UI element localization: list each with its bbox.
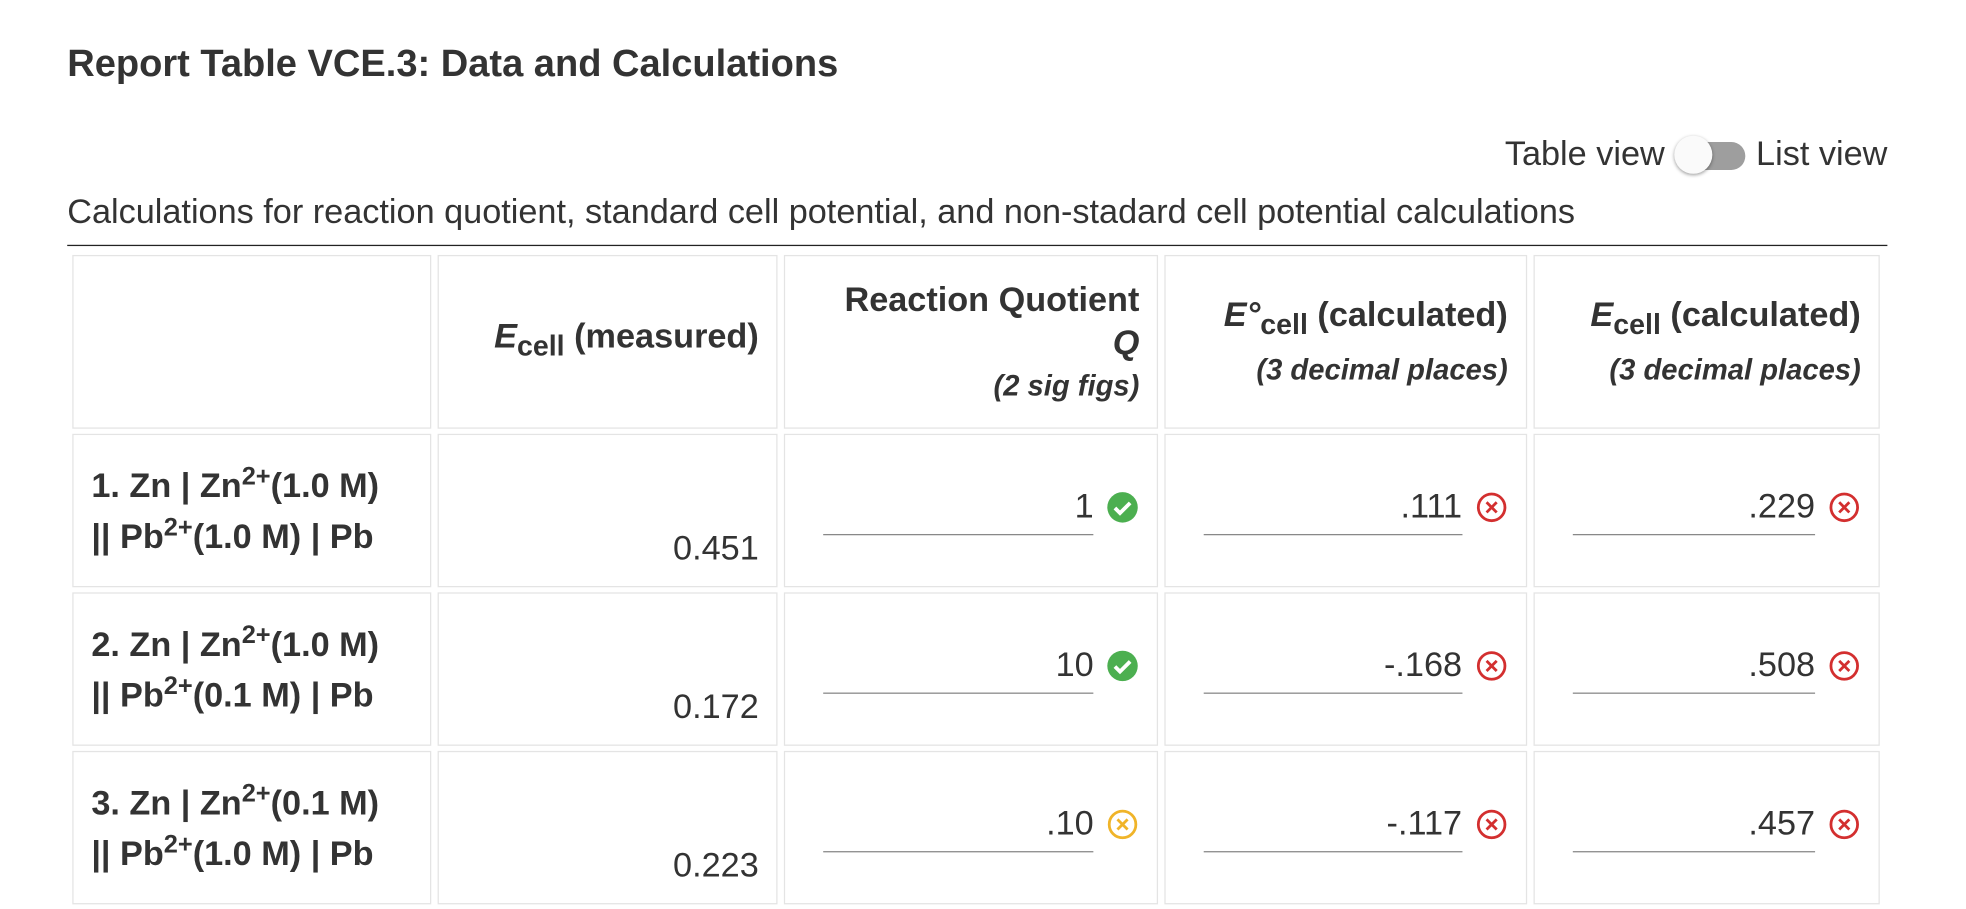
table-row: 3. Zn | Zn2+(0.1 M) || Pb2+(1.0 M) | Pb 0.…: [72, 750, 1880, 905]
page: Report Table VCE.3: Data and Calculation…: [67, 43, 1888, 905]
status-icon-incorrect: [1829, 651, 1859, 681]
input-cell: .229: [1533, 433, 1880, 588]
header-note: (3 decimal places): [1609, 352, 1861, 386]
charge: 2+: [241, 462, 271, 491]
header-subscript: cell: [1613, 309, 1661, 341]
input-cell: 10: [784, 592, 1159, 746]
answer-field[interactable]: 10: [823, 637, 1094, 694]
input-cell: 1: [784, 433, 1159, 588]
header-row: Ecell (measured) Reaction Quotient Q (2 sig…: [72, 254, 1880, 429]
input-cell: -.117: [1164, 750, 1527, 905]
answer-field[interactable]: .229: [1572, 478, 1816, 536]
input-cell: .10: [784, 750, 1159, 905]
status-icon-incorrect: [1476, 809, 1506, 840]
header-empty: [72, 254, 432, 429]
charge: 2+: [163, 830, 193, 859]
toggle-switch[interactable]: [1674, 135, 1746, 174]
column-header: Reaction Quotient Q (2 sig figs): [784, 254, 1159, 429]
header-text: Reaction Quotient: [844, 279, 1140, 318]
status-icon-partial: [1108, 809, 1138, 840]
table-caption: Calculations for reaction quotient, stan…: [67, 193, 1888, 247]
label-text: || Pb: [91, 516, 164, 555]
answer-field[interactable]: .457: [1572, 795, 1816, 853]
header-symbol: E: [1590, 295, 1614, 334]
table-row: 2. Zn | Zn2+(1.0 M) || Pb2+(0.1 M) | Pb 0.…: [72, 592, 1880, 746]
label-text: || Pb: [91, 675, 164, 714]
column-header: E°cell (calculated) (3 decimal places): [1164, 254, 1527, 429]
header-text: (calculated): [1317, 295, 1508, 334]
row-label: 3. Zn | Zn2+(0.1 M) || Pb2+(1.0 M) | Pb: [72, 750, 432, 905]
column-header: Ecell (calculated) (3 decimal places): [1533, 254, 1880, 429]
answer-field[interactable]: .111: [1204, 478, 1463, 536]
title: Report Table VCE.3: Data and Calculation…: [67, 43, 839, 85]
status-icon-correct: [1107, 492, 1139, 523]
charge: 2+: [163, 513, 193, 541]
label-text: (1.0 M): [270, 466, 380, 505]
toggle-left-label[interactable]: Table view: [1504, 134, 1665, 173]
header-note: (2 sig figs): [993, 368, 1140, 402]
answer-field[interactable]: -.168: [1204, 637, 1463, 694]
status-icon-correct: [1107, 650, 1139, 682]
label-text: (1.0 M) | Pb: [192, 833, 374, 873]
row-label: 2. Zn | Zn2+(1.0 M) || Pb2+(0.1 M) | Pb: [72, 592, 432, 746]
answer-field[interactable]: .508: [1572, 637, 1816, 694]
input-cell: -.168: [1164, 592, 1527, 746]
data-table: Ecell (measured) Reaction Quotient Q (2 sig…: [66, 250, 1886, 909]
input-cell: .111: [1164, 433, 1527, 588]
status-icon-incorrect: [1829, 492, 1859, 523]
status-icon-incorrect: [1476, 492, 1506, 523]
label-text: (0.1 M) | Pb: [192, 675, 374, 714]
column-header: Ecell (measured): [437, 254, 778, 429]
header-subscript: cell: [517, 330, 565, 363]
header-text: (calculated): [1670, 295, 1861, 334]
header-symbol: Q: [1112, 322, 1140, 361]
label-text: 3. Zn | Zn: [91, 783, 242, 822]
charge: 2+: [163, 671, 193, 700]
input-cell: .508: [1533, 592, 1880, 746]
label-text: 1. Zn | Zn: [91, 466, 242, 505]
charge: 2+: [241, 779, 271, 808]
header-symbol: E: [494, 317, 518, 356]
measured-value: 0.172: [437, 592, 778, 746]
view-toggle: Table view List view: [1504, 134, 1888, 174]
header-text: (measured): [574, 317, 759, 356]
charge: 2+: [241, 620, 271, 649]
label-text: (1.0 M): [270, 624, 380, 663]
table-row: 1. Zn | Zn2+(1.0 M) || Pb2+(1.0 M) | Pb 0.…: [72, 433, 1880, 588]
label-text: || Pb: [91, 833, 164, 873]
label-text: (1.0 M) | Pb: [192, 516, 374, 555]
answer-field[interactable]: -.117: [1204, 795, 1463, 853]
toggle-right-label[interactable]: List view: [1756, 134, 1888, 173]
header-note: (3 decimal places): [1256, 352, 1508, 386]
answer-field[interactable]: 1: [823, 478, 1094, 536]
status-icon-incorrect: [1476, 651, 1506, 681]
report: Report Table VCE.3: Data and Calculation…: [67, 43, 1888, 905]
row-label: 1. Zn | Zn2+(1.0 M) || Pb2+(1.0 M) | Pb: [72, 433, 432, 588]
input-cell: .457: [1533, 750, 1880, 905]
measured-value: 0.451: [437, 433, 778, 588]
label-text: (0.1 M): [270, 783, 380, 822]
label-text: 2. Zn | Zn: [91, 624, 242, 663]
header-symbol: E°: [1223, 295, 1261, 334]
header-subscript: cell: [1260, 309, 1308, 341]
answer-field[interactable]: .10: [823, 795, 1094, 853]
measured-value: 0.223: [437, 750, 778, 905]
status-icon-incorrect: [1829, 809, 1859, 840]
